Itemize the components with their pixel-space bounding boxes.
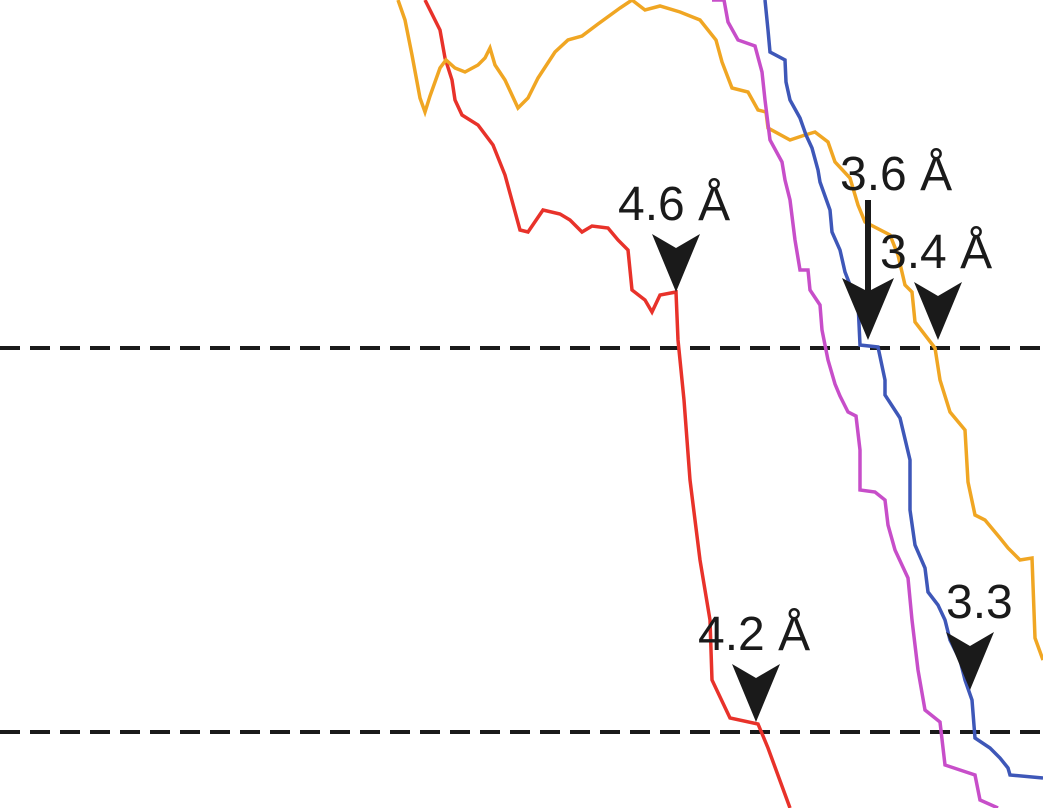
- series-line-3: [712, 0, 999, 808]
- annotation-label: 3.4 Å: [880, 226, 992, 279]
- annotation-arrow: [946, 632, 994, 690]
- annotation-label: 4.6 Å: [618, 178, 730, 231]
- threshold-lines: [0, 346, 1043, 734]
- annotation-1: 4.6 Å: [618, 178, 730, 292]
- annotation-arrow: [732, 664, 780, 722]
- annotation-label: 4.2 Å: [698, 608, 810, 661]
- series-line-2: [396, 0, 1043, 661]
- annotation-arrow: [652, 234, 700, 292]
- resolution-annotations: 4.6 Å 3.6 Å 3.4 Å 4.2 Å 3.3: [618, 148, 1013, 722]
- series-line-4: [763, 0, 1043, 780]
- annotation-2: 3.6 Å: [840, 148, 952, 340]
- annotation-label: 3.3: [946, 576, 1013, 629]
- annotation-3: 3.4 Å: [880, 226, 992, 340]
- annotation-arrow: [914, 282, 962, 340]
- series-line-1: [423, 0, 792, 808]
- annotation-4: 4.2 Å: [698, 608, 810, 722]
- series-lines: [396, 0, 1043, 808]
- annotation-label: 3.6 Å: [840, 148, 952, 201]
- annotation-arrow: [842, 200, 894, 340]
- annotation-5: 3.3: [946, 576, 1013, 690]
